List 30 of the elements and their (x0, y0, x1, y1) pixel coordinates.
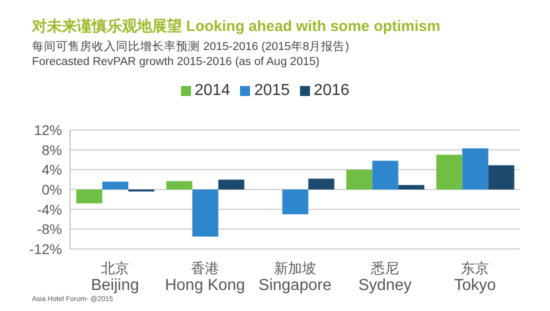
x-tick-label: 东京 Tokyo (454, 261, 496, 294)
bar (192, 190, 218, 237)
bar (308, 178, 334, 190)
legend-label: 2014 (194, 82, 230, 99)
x-tick-label: 香港 Hong Kong (164, 261, 246, 294)
chart-subtitle: 每间可售房收入同比增长率预测 2015-2016 (2015年8月报告) Forecasted RevPAR growth 2015-2016 (as of Aug 2015) (32, 39, 350, 68)
y-tick-label: -4% (37, 201, 62, 218)
x-tick-label: 悉尼 Sydney (358, 261, 412, 294)
y-tick-label: -8% (37, 221, 62, 238)
bar (488, 165, 514, 190)
y-tick-label: 12% (34, 122, 62, 138)
y-tick-label: 0% (42, 181, 62, 198)
y-tick-label: -12% (29, 240, 62, 257)
bar (462, 148, 488, 190)
legend-label: 2015 (254, 82, 290, 99)
bar (398, 185, 424, 190)
y-tick-label: 4% (42, 162, 62, 178)
bar (218, 180, 244, 190)
bar (372, 160, 398, 190)
bar (346, 170, 372, 190)
bar (102, 182, 128, 190)
x-tick-label: 北京 Beijing (90, 261, 140, 294)
bar (436, 154, 462, 190)
bar (166, 181, 192, 190)
bar (76, 190, 102, 204)
y-tick-label: 8% (42, 142, 62, 158)
chart-title: 对未来谨慎乐观地展望 Looking ahead with some optimism (32, 17, 440, 36)
bar (282, 190, 308, 214)
x-tick-label: 新加坡 Singapore (258, 261, 332, 294)
legend-label: 2016 (314, 82, 350, 99)
